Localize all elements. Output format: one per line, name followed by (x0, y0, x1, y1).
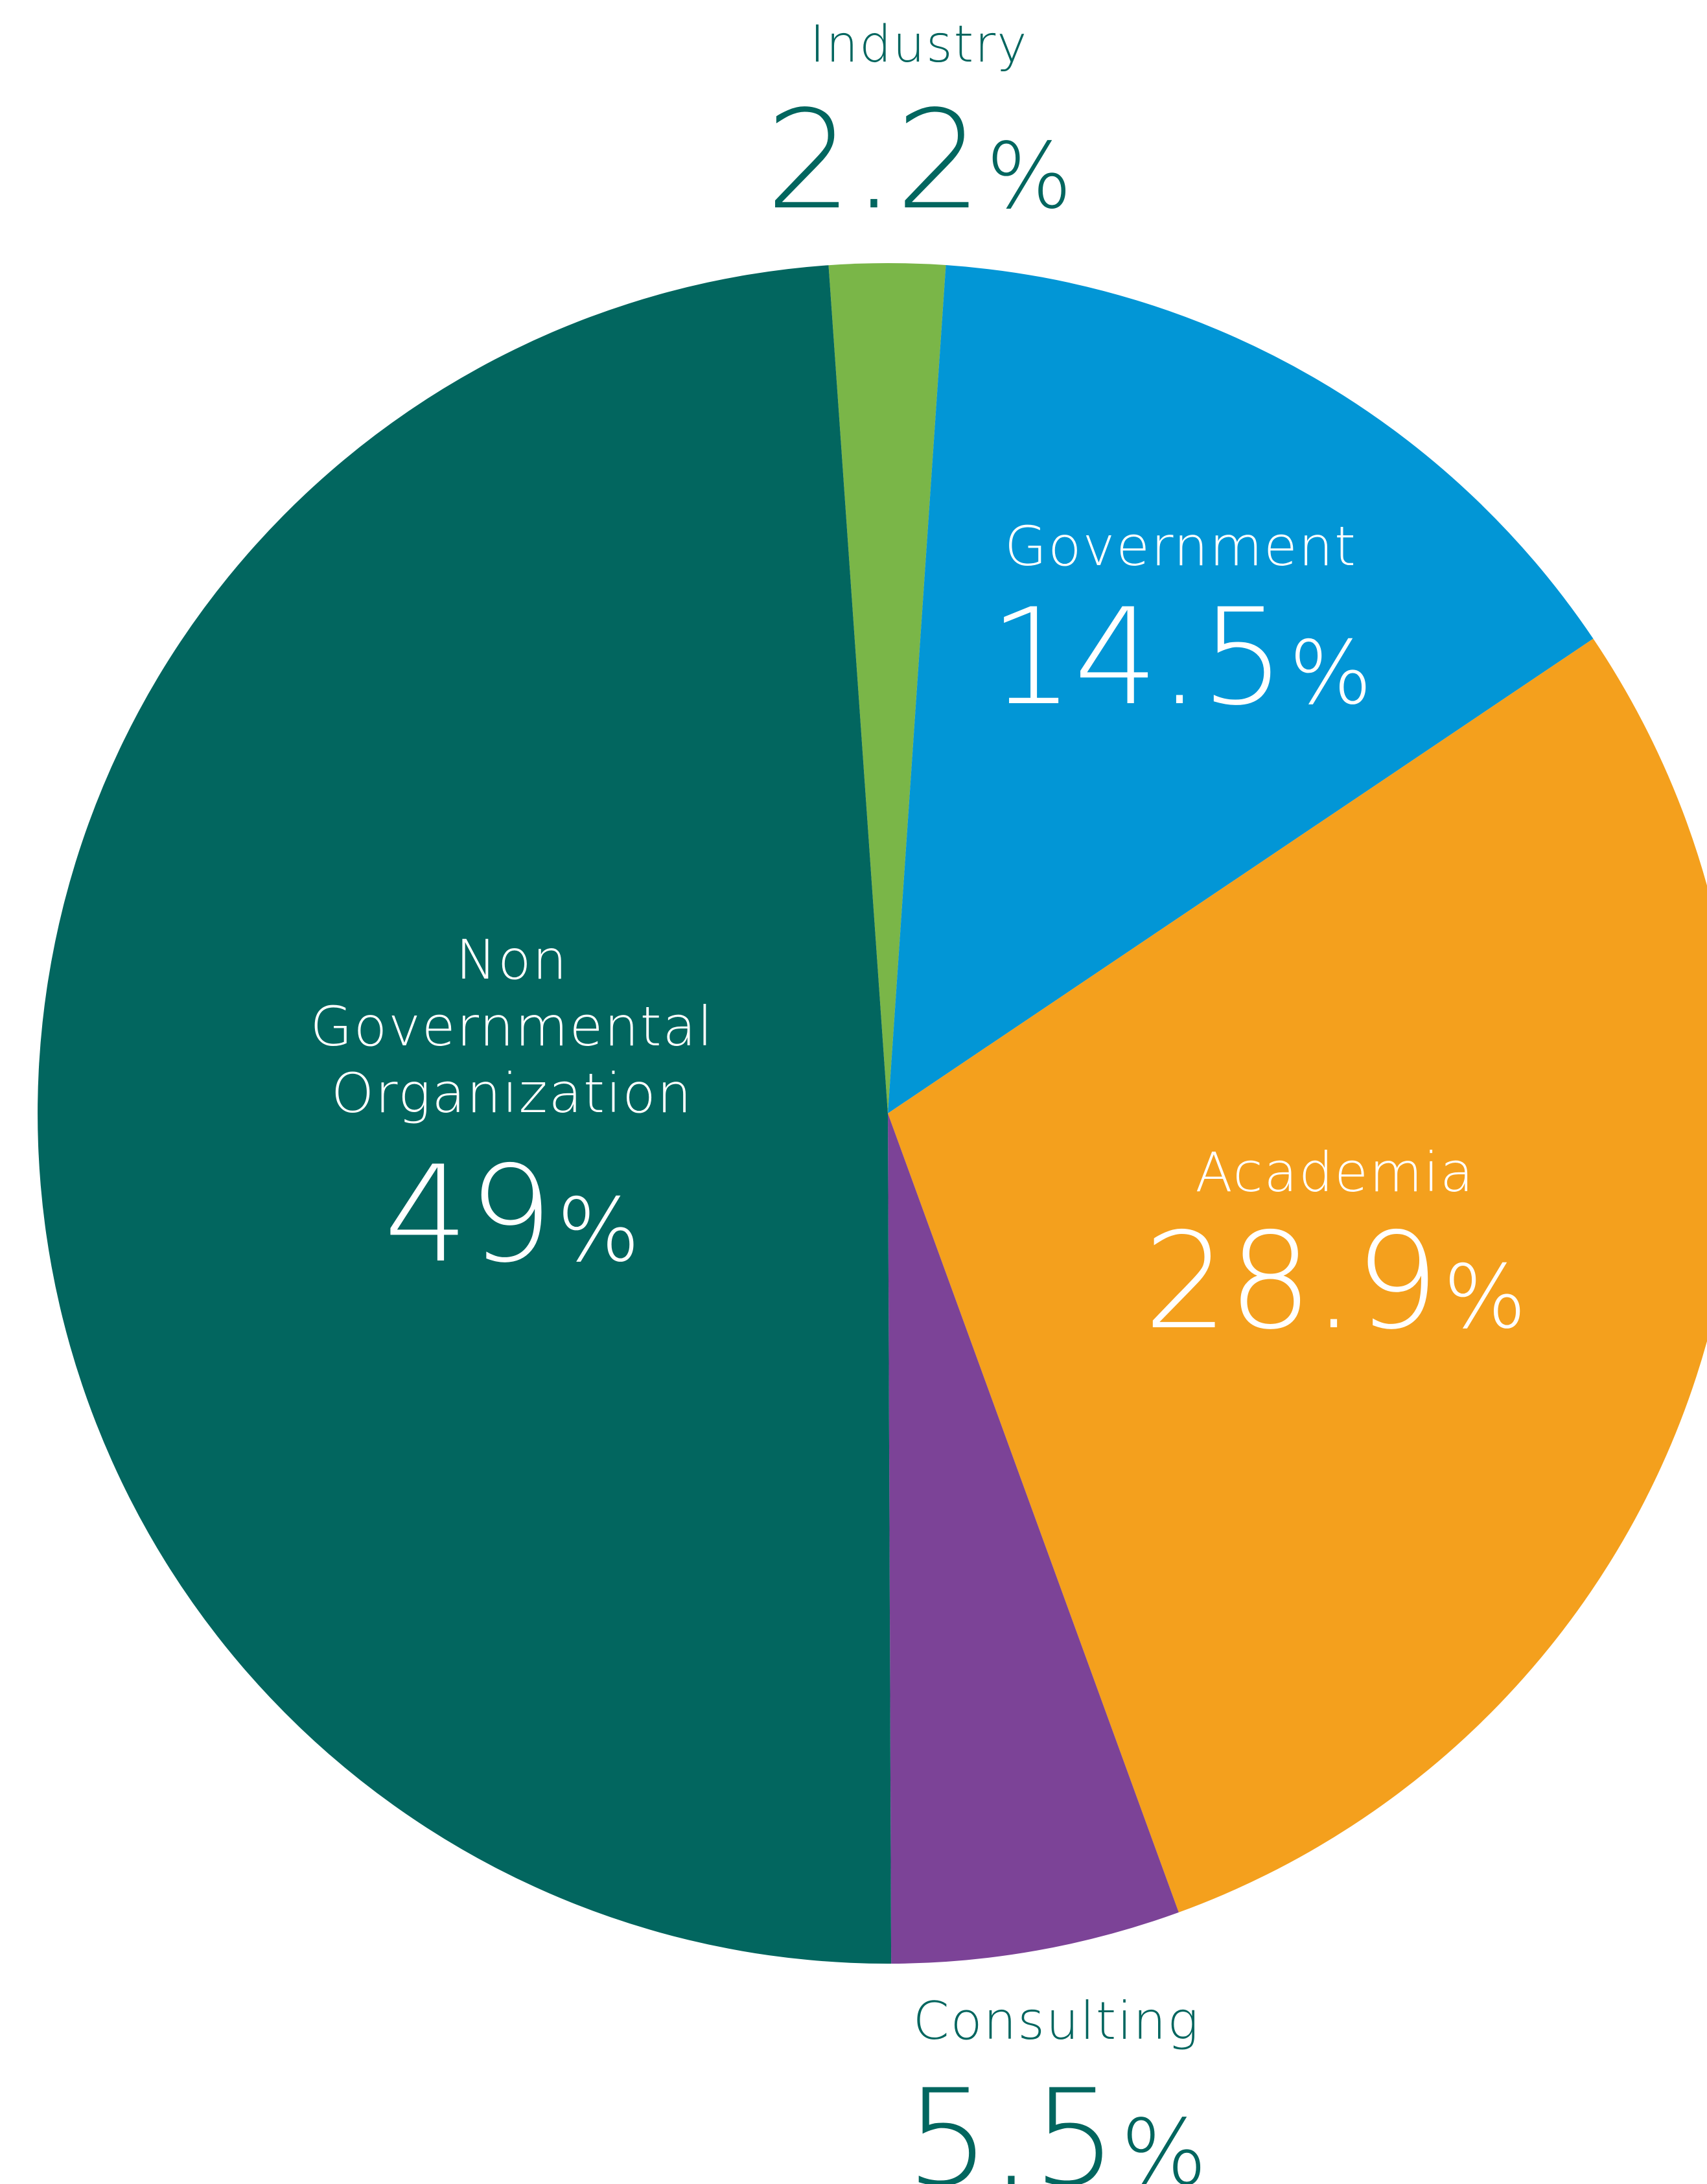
slice-value-consulting: 5.5% (905, 2062, 1207, 2184)
slice-label-non-governmental-organization: Non Governmental Organization (310, 928, 714, 1125)
slice-value-government: 14.5% (990, 581, 1373, 735)
slice-label-academia: Academia (1195, 1141, 1474, 1204)
pie-slice-consulting (888, 1113, 1179, 1964)
pie-slice-non-governmental-organization (38, 265, 892, 1964)
slice-value-industry: 2.2% (765, 81, 1072, 240)
pie-slice-industry (828, 263, 946, 1114)
slice-label-government: Government (1004, 515, 1357, 578)
slice-value-non-governmental-organization: 49% (384, 1138, 640, 1292)
slice-label-consulting: Consulting (913, 1991, 1200, 2051)
pie-slice-government (888, 265, 1594, 1113)
slice-label-industry: Industry (810, 16, 1028, 74)
pie-slices (38, 263, 1707, 1964)
pie-slice-academia (888, 638, 1707, 1912)
slice-value-academia: 28.9% (1144, 1205, 1527, 1359)
